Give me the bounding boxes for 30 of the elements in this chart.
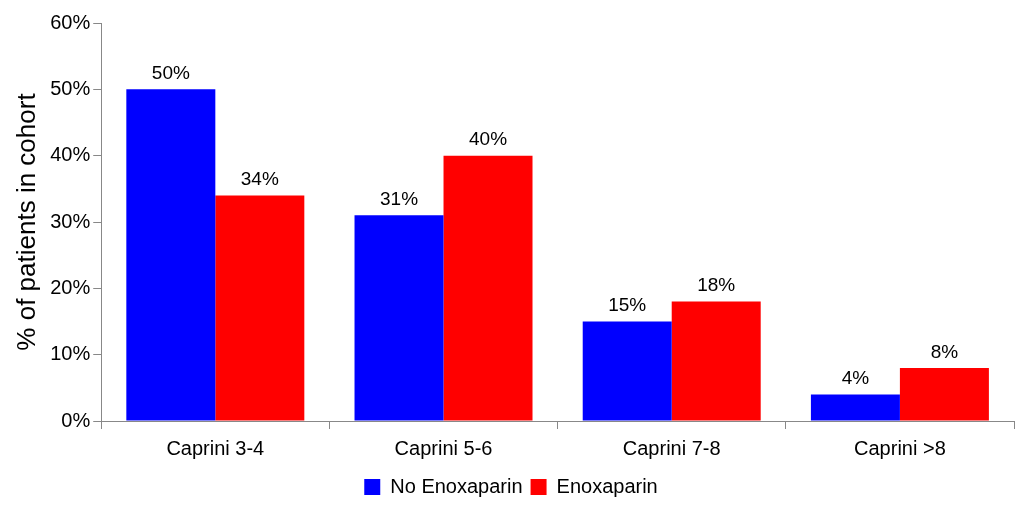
y-tick-label: 30% (50, 209, 91, 232)
y-axis-title: % of patients in cohort (10, 92, 41, 351)
bar (810, 394, 900, 421)
x-tick-label: Caprini 7-8 (622, 436, 721, 459)
data-label: 4% (841, 367, 870, 389)
data-label: 31% (380, 188, 419, 210)
bar (215, 195, 305, 421)
data-label: 8% (930, 340, 959, 362)
data-label: 40% (469, 128, 508, 150)
data-label: 34% (240, 168, 279, 190)
data-label: 18% (697, 274, 736, 296)
data-label: 15% (608, 294, 647, 316)
y-tick-label: 20% (50, 275, 91, 298)
bar (443, 155, 533, 421)
bar (126, 89, 216, 421)
data-label: 50% (151, 62, 190, 84)
bar (671, 301, 761, 421)
legend-label: No Enoxaparin (390, 474, 523, 497)
y-tick-label: 60% (50, 10, 91, 33)
x-tick-label: Caprini 5-6 (394, 436, 493, 459)
bar (899, 367, 989, 421)
y-tick-label: 10% (50, 342, 91, 365)
x-tick-label: Caprini >8 (854, 436, 946, 459)
y-tick-label: 50% (50, 76, 91, 99)
bar (582, 321, 672, 421)
x-tick-label: Caprini 3-4 (166, 436, 265, 459)
bar (354, 215, 444, 421)
y-tick-label: 40% (50, 143, 91, 166)
legend-label: Enoxaparin (556, 474, 658, 497)
y-tick-label: 0% (61, 408, 91, 431)
